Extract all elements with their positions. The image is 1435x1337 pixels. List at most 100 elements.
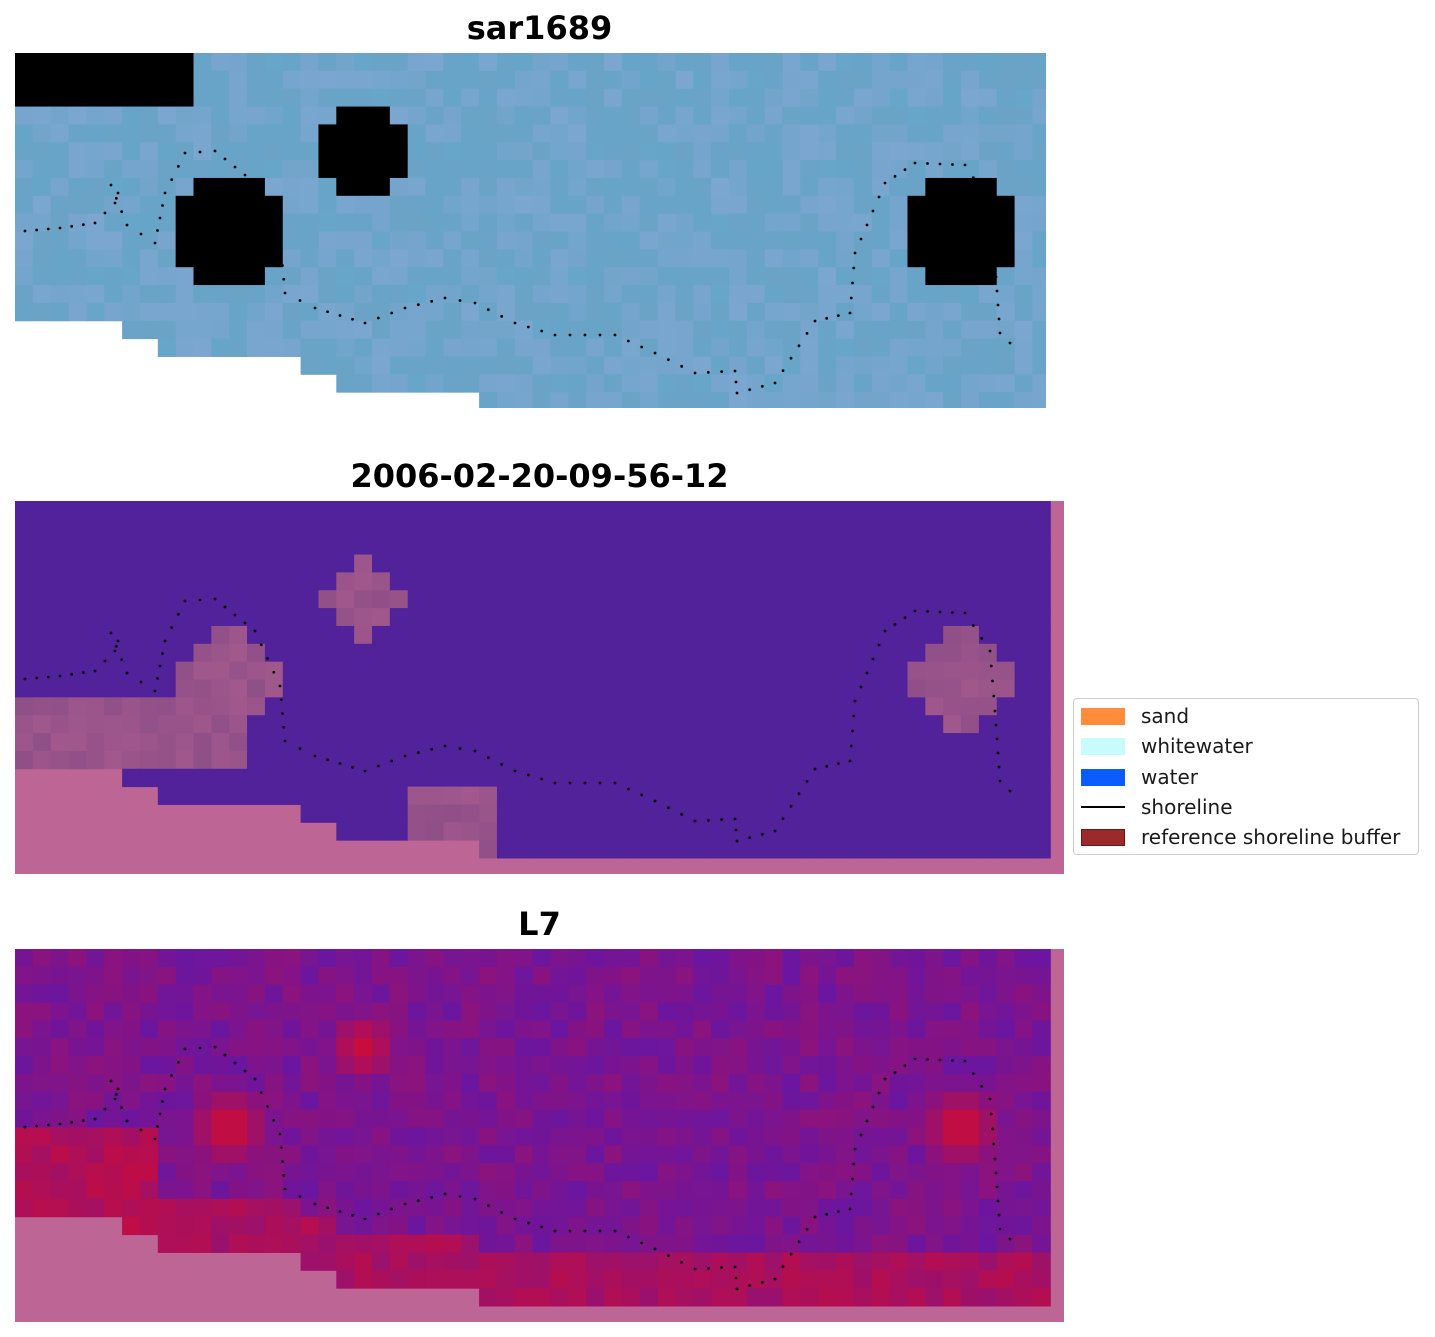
rgb-pixel <box>550 302 569 322</box>
rgb-pixel <box>229 88 248 108</box>
class-pixel <box>800 822 819 841</box>
index-pixel <box>943 1020 962 1039</box>
class-pixel <box>621 715 641 734</box>
rgb-pixel <box>818 142 837 161</box>
class-pixel <box>32 608 52 627</box>
index-pixel <box>907 1198 926 1218</box>
rgb-pixel <box>764 195 784 215</box>
rgb-pixel <box>407 320 427 340</box>
rgb-pixel <box>1014 356 1033 375</box>
rgb-pixel <box>996 195 1016 215</box>
index-pixel <box>657 1091 676 1111</box>
index-pixel <box>389 966 409 986</box>
class-pixel <box>15 733 34 752</box>
rgb-pixel <box>247 231 266 250</box>
class-pixel <box>354 625 373 645</box>
index-pixel <box>122 1198 141 1218</box>
class-pixel <box>32 590 52 609</box>
index-pixel <box>907 1073 926 1093</box>
rgb-pixel <box>818 88 837 108</box>
class-pixel <box>621 643 641 663</box>
index-pixel <box>211 1216 230 1236</box>
rgb-pixel <box>1032 124 1046 143</box>
rgb-pixel <box>157 195 177 215</box>
index-pixel <box>175 1109 194 1128</box>
class-pixel <box>407 625 427 645</box>
rgb-pixel <box>443 160 462 179</box>
class-pixel <box>978 768 998 788</box>
index-pixel <box>586 1091 605 1111</box>
rgb-pixel <box>1032 142 1046 161</box>
index-pixel <box>282 1163 302 1182</box>
index-pixel <box>711 1091 730 1111</box>
rgb-pixel <box>853 392 873 408</box>
rgb-pixel <box>264 53 284 72</box>
class-pixel <box>122 625 141 645</box>
class-pixel <box>568 572 587 591</box>
rgb-pixel <box>139 160 159 179</box>
class-pixel <box>211 625 230 645</box>
class-pixel <box>514 643 534 663</box>
index-pixel <box>496 1198 516 1218</box>
class-pixel <box>675 733 694 752</box>
class-pixel <box>461 661 480 680</box>
rgb-pixel <box>568 53 587 72</box>
rgb-pixel <box>157 106 177 125</box>
rgb-pixel <box>800 124 819 143</box>
index-pixel <box>407 1216 427 1236</box>
class-pixel <box>1014 536 1033 556</box>
rgb-pixel <box>961 338 980 357</box>
class-pixel <box>818 822 837 841</box>
class-pixel <box>32 643 52 663</box>
class-pixel <box>746 750 766 770</box>
index-pixel <box>764 1020 784 1039</box>
index-pixel <box>336 1181 355 1200</box>
class-pixel <box>211 661 230 680</box>
class-pixel <box>550 590 569 609</box>
rgb-pixel <box>711 267 730 286</box>
class-pixel <box>15 715 34 734</box>
index-pixel <box>50 1198 70 1218</box>
index-pixel <box>15 1056 34 1075</box>
class-pixel <box>657 697 676 716</box>
class-pixel <box>86 590 105 609</box>
rgb-pixel <box>907 142 926 161</box>
index-pixel <box>639 1127 659 1146</box>
rgb-pixel <box>764 213 784 232</box>
index-pixel <box>621 1288 641 1307</box>
rgb-pixel <box>818 374 837 393</box>
index-pixel <box>354 1109 373 1128</box>
class-pixel <box>925 697 944 716</box>
index-pixel <box>86 1056 105 1075</box>
index-pixel <box>354 1038 373 1057</box>
class-pixel <box>800 768 819 788</box>
index-pixel <box>800 966 819 986</box>
rgb-pixel <box>639 106 659 125</box>
rgb-pixel <box>211 160 230 179</box>
rgb-pixel <box>193 231 212 250</box>
rgb-pixel <box>943 302 962 322</box>
rgb-pixel <box>318 70 337 90</box>
class-pixel <box>443 768 462 788</box>
rgb-pixel <box>479 249 498 268</box>
class-pixel <box>711 554 730 573</box>
class-pixel <box>586 768 605 788</box>
index-pixel <box>1032 1073 1051 1093</box>
index-pixel <box>443 1181 462 1200</box>
index-pixel <box>586 1020 605 1039</box>
class-pixel <box>639 840 659 859</box>
whitewater-swatch <box>1081 737 1125 755</box>
index-pixel <box>336 1020 355 1039</box>
rgb-pixel <box>211 231 230 250</box>
index-pixel <box>711 1270 730 1289</box>
index-pixel <box>389 1181 409 1200</box>
class-pixel <box>175 501 194 520</box>
index-pixel <box>407 1127 427 1146</box>
class-pixel <box>15 750 34 770</box>
class-pixel <box>729 572 748 591</box>
index-pixel <box>389 1091 409 1111</box>
rgb-pixel <box>782 267 801 286</box>
class-pixel <box>247 536 266 556</box>
rgb-pixel <box>479 302 498 322</box>
rgb-pixel <box>496 124 516 143</box>
